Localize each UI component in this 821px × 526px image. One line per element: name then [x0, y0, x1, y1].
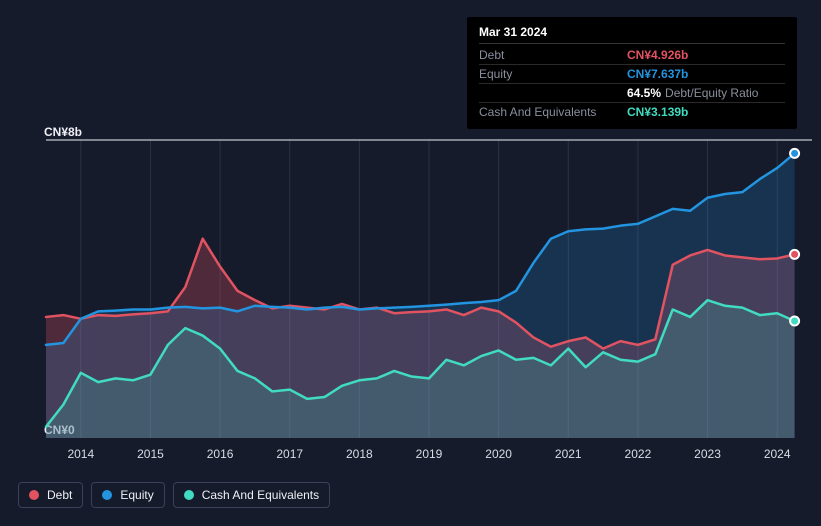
tooltip-value: CN¥3.139b — [627, 105, 688, 119]
cash-end-marker — [790, 317, 799, 326]
legend-item[interactable]: Debt — [18, 482, 83, 508]
tooltip-sublabel: Debt/Equity Ratio — [665, 86, 758, 100]
legend-label: Equity — [120, 488, 153, 502]
x-axis-label: 2023 — [694, 447, 721, 461]
tooltip-value: CN¥7.637b — [627, 67, 688, 81]
legend-dot-icon — [102, 490, 112, 500]
y-axis-label: CN¥0 — [22, 423, 44, 437]
debt-end-marker — [790, 250, 799, 259]
tooltip-row: EquityCN¥7.637b — [479, 65, 785, 84]
legend-dot-icon — [184, 490, 194, 500]
x-axis-label: 2021 — [555, 447, 582, 461]
x-axis-label: 2014 — [67, 447, 94, 461]
y-axis-label: CN¥8b — [22, 125, 44, 139]
x-axis-label: 2018 — [346, 447, 373, 461]
chart-tooltip: Mar 31 2024 DebtCN¥4.926bEquityCN¥7.637b… — [467, 17, 797, 129]
x-axis-label: 2016 — [207, 447, 234, 461]
legend-item[interactable]: Cash And Equivalents — [173, 482, 330, 508]
tooltip-value: 64.5%Debt/Equity Ratio — [627, 86, 758, 100]
chart-plot — [46, 140, 812, 438]
tooltip-row: 64.5%Debt/Equity Ratio — [479, 84, 785, 103]
x-axis-label: 2015 — [137, 447, 164, 461]
tooltip-row: DebtCN¥4.926b — [479, 46, 785, 65]
x-axis-label: 2017 — [276, 447, 303, 461]
chart-legend: Debt Equity Cash And Equivalents — [18, 482, 330, 508]
tooltip-value: CN¥4.926b — [627, 48, 688, 62]
tooltip-label: Cash And Equivalents — [479, 105, 627, 119]
tooltip-date: Mar 31 2024 — [479, 25, 785, 44]
x-axis-label: 2024 — [764, 447, 791, 461]
legend-dot-icon — [29, 490, 39, 500]
legend-item[interactable]: Equity — [91, 482, 164, 508]
tooltip-label: Equity — [479, 67, 627, 81]
x-axis-label: 2022 — [625, 447, 652, 461]
legend-label: Debt — [47, 488, 72, 502]
x-axis-label: 2019 — [416, 447, 443, 461]
equity-end-marker — [790, 149, 799, 158]
tooltip-label: Debt — [479, 48, 627, 62]
x-axis-label: 2020 — [485, 447, 512, 461]
legend-label: Cash And Equivalents — [202, 488, 319, 502]
tooltip-row: Cash And EquivalentsCN¥3.139b — [479, 103, 785, 121]
